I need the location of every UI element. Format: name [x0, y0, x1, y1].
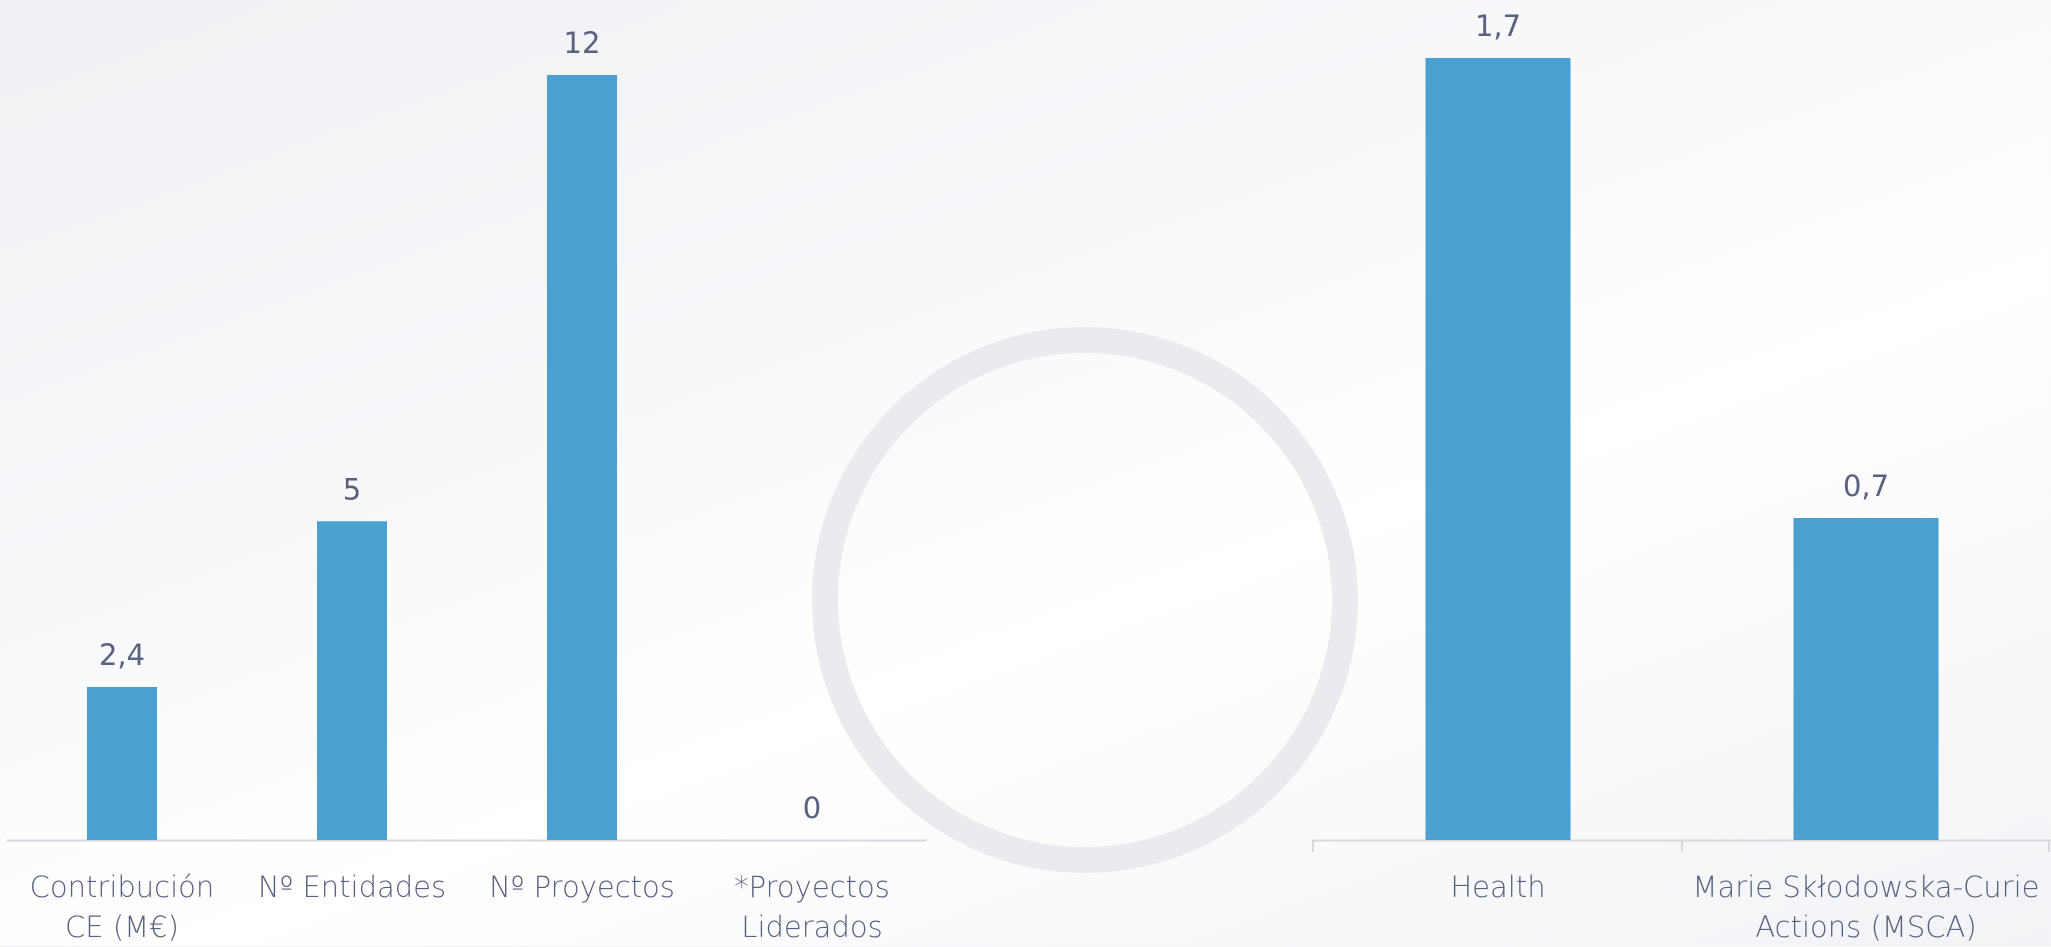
value-label: 12: [564, 26, 601, 60]
background-decoration: [812, 327, 1358, 873]
bar: [317, 521, 387, 840]
bar: [1425, 58, 1571, 840]
value-label: 2,4: [99, 638, 145, 672]
x-tick-label: Nº Entidades: [257, 870, 447, 904]
x-tick-label: Contribución CE (M€): [29, 870, 215, 944]
value-label: 0: [803, 791, 821, 825]
x-tick-label: Nº Proyectos: [489, 870, 675, 904]
value-label: 0,7: [1843, 469, 1889, 503]
x-tick-label: Health: [1450, 870, 1546, 904]
value-label: 1,7: [1475, 9, 1521, 43]
x-tick-label: Marie Skłodowska-Curie Actions (MSCA): [1692, 870, 2040, 944]
bar: [547, 75, 617, 840]
x-tick-label: *Proyectos Liderados: [734, 870, 890, 944]
bar: [1793, 518, 1939, 840]
bar: [87, 687, 157, 840]
value-label: 5: [343, 472, 361, 506]
